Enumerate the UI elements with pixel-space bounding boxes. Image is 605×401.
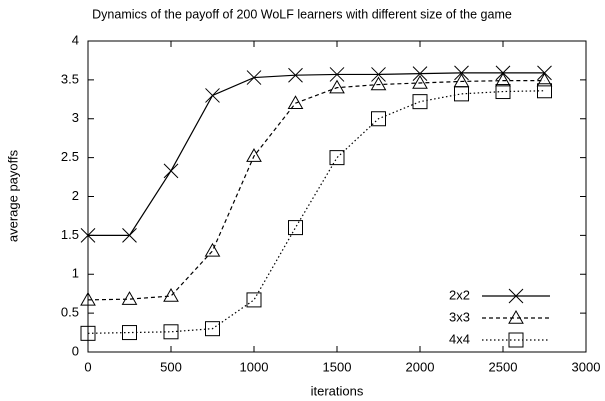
x-tick-label: 3000 — [572, 359, 601, 374]
marker — [163, 163, 179, 179]
legend-label: 4x4 — [449, 331, 470, 346]
marker — [329, 150, 345, 166]
marker — [246, 148, 262, 162]
marker — [246, 292, 262, 308]
y-tick-label: 3.5 — [61, 71, 79, 86]
legend-marker — [508, 288, 524, 304]
marker — [205, 321, 220, 337]
legend-label: 2x2 — [449, 287, 470, 302]
marker — [80, 325, 96, 341]
marker — [163, 288, 179, 302]
marker — [370, 76, 387, 91]
series-line — [87, 80, 545, 301]
x-tick-label: 500 — [160, 359, 182, 374]
legend-marker — [508, 309, 524, 324]
marker — [122, 228, 137, 243]
legend-marker — [508, 332, 524, 348]
y-tick-label: 0 — [72, 343, 79, 358]
y-tick-label: 1 — [72, 266, 79, 281]
series-line — [88, 72, 545, 236]
marker — [454, 65, 469, 81]
series-line — [87, 90, 545, 334]
marker — [205, 88, 220, 103]
y-tick-label: 1.5 — [61, 227, 79, 242]
marker — [453, 73, 470, 88]
x-tick-label: 0 — [84, 359, 91, 374]
y-tick-label: 3 — [72, 110, 79, 125]
x-tick-label: 1000 — [240, 359, 269, 374]
marker — [371, 111, 386, 127]
marker — [537, 83, 552, 99]
chart-title: Dynamics of the payoff of 200 WoLF learn… — [92, 7, 512, 21]
y-axis-label: average payoffs — [5, 149, 20, 242]
marker — [412, 94, 428, 110]
x-axis-label: iterations — [311, 383, 364, 398]
y-tick-label: 2.5 — [61, 149, 79, 164]
x-tick-label: 2000 — [406, 359, 435, 374]
marker — [246, 70, 262, 85]
marker — [288, 220, 303, 236]
marker — [121, 291, 138, 305]
marker — [329, 79, 345, 94]
marker — [412, 74, 428, 89]
marker — [371, 67, 386, 82]
marker — [329, 67, 345, 82]
y-tick-label: 0.5 — [61, 305, 79, 320]
marker — [287, 95, 304, 109]
y-tick-label: 2 — [72, 188, 79, 203]
marker — [495, 72, 511, 87]
x-tick-label: 2500 — [489, 359, 518, 374]
x-tick-label: 1500 — [323, 359, 352, 374]
marker — [80, 228, 96, 243]
marker — [454, 86, 469, 102]
marker — [536, 72, 553, 87]
marker — [495, 84, 511, 100]
marker — [288, 67, 303, 83]
marker — [412, 66, 428, 82]
marker — [204, 242, 221, 257]
marker — [80, 291, 96, 306]
y-tick-label: 4 — [72, 32, 79, 47]
marker — [163, 324, 179, 340]
marker — [122, 325, 137, 341]
legend-label: 3x3 — [449, 309, 470, 324]
